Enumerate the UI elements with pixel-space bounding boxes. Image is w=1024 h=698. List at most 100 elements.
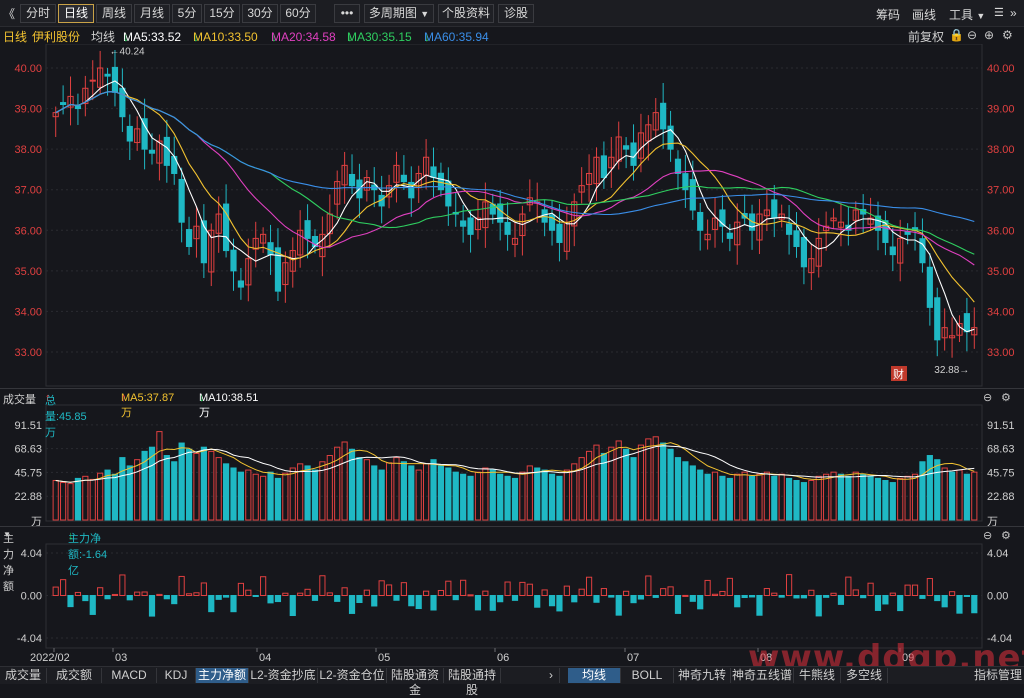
candle-body xyxy=(941,327,948,339)
diagnosis-button[interactable]: 诊股 xyxy=(498,4,534,23)
overlay-tab[interactable]: 均线 xyxy=(568,668,621,683)
multi-period-dropdown[interactable]: 多周期图 ▼ xyxy=(364,4,434,23)
flow-bar xyxy=(208,595,215,613)
volume-bar xyxy=(371,465,378,521)
volume-tick-left: 万 xyxy=(31,516,42,528)
volume-bar xyxy=(163,455,170,521)
volume-title[interactable]: 成交量 xyxy=(3,394,36,406)
flow-bar xyxy=(193,592,200,596)
flow-bar xyxy=(763,588,770,597)
indicator-tab[interactable]: 陆股通持股 xyxy=(444,668,501,697)
volume-bar xyxy=(326,455,333,521)
overlay-tab[interactable]: 多空线 xyxy=(841,668,888,683)
indicator-tab[interactable]: 陆股通资金 xyxy=(387,668,444,697)
candle-body xyxy=(89,79,96,82)
chips-button[interactable]: 筹码 xyxy=(876,8,901,22)
volume-bar xyxy=(771,475,778,521)
volume-tick-right: 22.88 xyxy=(987,491,1015,503)
indicator-tab[interactable]: L2-资金仓位 xyxy=(318,668,387,683)
flow-bar xyxy=(141,591,148,597)
draw-line-button[interactable]: 画线 xyxy=(912,8,937,22)
candle-body xyxy=(504,221,511,235)
period-tab[interactable]: 周线 xyxy=(96,4,132,23)
indicator-tab[interactable]: L2-资金抄底 xyxy=(249,668,318,683)
adjust-mode-button[interactable]: 前复权 xyxy=(908,30,945,44)
minus-circle-icon[interactable]: ⊖ xyxy=(983,392,993,404)
overlay-tab[interactable]: 神奇九转 xyxy=(674,668,731,683)
volume-bar xyxy=(934,459,941,521)
volume-bar xyxy=(430,459,437,521)
overlay-tab[interactable]: 牛熊线 xyxy=(794,668,841,683)
indicator-tab[interactable]: 成交量 xyxy=(0,668,47,683)
period-tab[interactable]: 60分 xyxy=(280,4,316,23)
plus-circle-icon[interactable]: ⊕ xyxy=(984,28,995,42)
overlay-tab[interactable]: BOLL xyxy=(621,668,674,683)
volume-bar xyxy=(215,457,222,521)
volume-bar xyxy=(178,442,185,521)
overlay-tab[interactable]: 神奇五线谱 xyxy=(731,668,794,683)
volume-bar xyxy=(200,446,207,521)
flow-bar xyxy=(585,576,593,596)
ma-label[interactable]: 均线 xyxy=(91,30,116,44)
flow-bar xyxy=(615,595,622,616)
period-tab[interactable]: 5分 xyxy=(172,4,202,23)
collapse-left-icon[interactable]: 《 xyxy=(3,7,16,21)
indicator-tab[interactable]: MACD xyxy=(102,668,157,683)
candle-body xyxy=(519,213,526,237)
period-tab[interactable]: 15分 xyxy=(204,4,240,23)
date-tick: 06 xyxy=(497,652,509,664)
volume-bar xyxy=(630,457,637,521)
minus-circle-icon[interactable]: ⊖ xyxy=(967,28,978,42)
tools-dropdown[interactable]: 工具 ▼ xyxy=(949,6,985,23)
volume-tick-right: 68.63 xyxy=(987,444,1015,456)
flow-bar xyxy=(623,590,630,596)
flow-bar xyxy=(60,579,67,596)
period-tab[interactable]: 分时 xyxy=(20,4,56,23)
stock-profile-button[interactable]: 个股资料 xyxy=(438,4,494,23)
lock-icon[interactable]: 🔒 xyxy=(949,28,964,42)
flow-bar xyxy=(645,575,652,597)
flow-bar xyxy=(134,591,141,596)
date-tick: 05 xyxy=(378,652,390,664)
scroll-right-icon[interactable]: › xyxy=(543,668,560,683)
candle-body xyxy=(689,179,696,211)
indicator-tab[interactable]: 成交额 xyxy=(47,668,102,683)
flow-bar xyxy=(563,585,570,597)
settings-icon[interactable]: ⚙ xyxy=(1002,28,1013,42)
more-button[interactable]: ••• xyxy=(334,4,360,23)
volume-bar xyxy=(682,461,689,521)
ma5-text: MA5:33.52 xyxy=(123,30,182,44)
indicator-tab[interactable]: 主力净额 xyxy=(196,668,249,683)
flow-tick-right: -4.04 xyxy=(987,633,1012,645)
flow-bar xyxy=(178,575,185,596)
period-tab[interactable]: 月线 xyxy=(134,4,170,23)
flow-bar xyxy=(867,582,874,597)
settings-icon[interactable]: ⚙ xyxy=(1001,530,1011,542)
flow-bar xyxy=(482,590,489,597)
volume-bar xyxy=(148,446,156,521)
flow-bar xyxy=(423,590,430,596)
period-tab[interactable]: 日线 xyxy=(58,4,94,23)
candle-body xyxy=(882,220,889,243)
collapse-right-icon[interactable]: » xyxy=(1010,6,1017,20)
more-menu-icon[interactable]: ☰ xyxy=(994,7,1004,19)
minus-circle-icon[interactable]: ⊖ xyxy=(983,530,993,542)
candle-body xyxy=(222,203,230,252)
volume-bar xyxy=(563,469,570,521)
volume-bar xyxy=(600,452,607,521)
volume-bar xyxy=(341,441,348,521)
tools-label: 工具 xyxy=(949,8,974,22)
flow-bar xyxy=(734,595,741,608)
volume-bar xyxy=(956,469,963,521)
indicator-management-button[interactable]: 指标管理 xyxy=(973,668,1022,682)
indicator-tab[interactable]: KDJ xyxy=(157,668,196,683)
volume-bar xyxy=(519,471,526,521)
period-tab[interactable]: 30分 xyxy=(242,4,278,23)
volume-bar xyxy=(489,469,496,521)
candle-body xyxy=(511,237,519,245)
price-chart-area[interactable]: 40.00 40.00 39.00 39.00 38.00 38.00 37.00 37.00… xyxy=(0,44,1024,664)
flow-bar xyxy=(926,578,933,597)
settings-icon[interactable]: ⚙ xyxy=(1001,392,1011,404)
volume-bar xyxy=(467,475,474,521)
candle-body xyxy=(474,217,482,231)
